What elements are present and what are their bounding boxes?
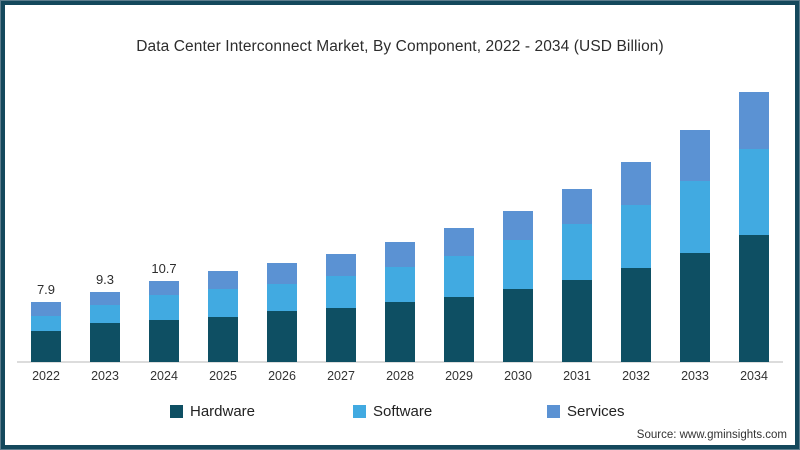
x-label-2028: 2028 — [386, 369, 414, 383]
legend: Hardware Software Services — [5, 403, 795, 423]
source-text: Source: www.gminsights.com — [636, 429, 787, 441]
segment-hardware-2025 — [208, 316, 238, 362]
x-label-2022: 2022 — [32, 369, 60, 383]
x-label-2026: 2026 — [268, 369, 296, 383]
x-label-2031: 2031 — [563, 369, 591, 383]
segment-services-2026 — [267, 262, 297, 284]
segment-services-2028 — [385, 242, 415, 267]
chart-title: Data Center Interconnect Market, By Comp… — [136, 38, 664, 55]
hardware-swatch-icon — [170, 405, 183, 418]
segment-services-2029 — [444, 228, 474, 256]
segment-services-2032 — [621, 162, 651, 205]
x-label-2032: 2032 — [622, 369, 650, 383]
segment-software-2027 — [326, 276, 356, 309]
segment-hardware-2034 — [739, 234, 769, 362]
legend-label-software: Software — [373, 403, 433, 420]
legend-label-services: Services — [567, 403, 625, 420]
segment-software-2034 — [739, 148, 769, 235]
x-label-2027: 2027 — [327, 369, 355, 383]
segment-hardware-2027 — [326, 308, 356, 362]
segment-software-2030 — [503, 240, 533, 290]
segment-services-2024 — [149, 281, 179, 296]
segment-hardware-2023 — [90, 323, 120, 362]
segment-hardware-2032 — [621, 268, 651, 362]
segment-software-2031 — [562, 224, 592, 281]
segment-services-2031 — [562, 189, 592, 225]
x-label-2030: 2030 — [504, 369, 532, 383]
segment-hardware-2031 — [562, 280, 592, 362]
segment-software-2022 — [31, 315, 61, 331]
segment-services-2027 — [326, 253, 356, 277]
segment-software-2024 — [149, 295, 179, 320]
software-swatch-icon — [353, 405, 366, 418]
x-label-2023: 2023 — [91, 369, 119, 383]
total-label-2024: 10.7 — [151, 261, 177, 276]
total-label-2022: 7.9 — [36, 282, 56, 297]
x-label-2025: 2025 — [209, 369, 237, 383]
plot-area: 7.9 2022 9.3 2023 10.7 2024 2025 2026 2027 2028 20… — [5, 5, 795, 445]
bar-2031 — [562, 189, 592, 362]
segment-hardware-2028 — [385, 302, 415, 362]
legend-label-hardware: Hardware — [190, 403, 256, 420]
x-label-2024: 2024 — [150, 369, 178, 383]
bar-2026 — [267, 262, 297, 362]
segment-services-2033 — [680, 130, 710, 182]
bar-2028 — [385, 242, 415, 362]
segment-software-2032 — [621, 204, 651, 269]
legend-item-hardware: Hardware — [170, 403, 255, 420]
segment-services-2030 — [503, 211, 533, 241]
x-label-2034: 2034 — [740, 369, 768, 383]
segment-software-2025 — [208, 288, 238, 317]
bar-2030 — [503, 211, 533, 362]
x-label-2033: 2033 — [681, 369, 709, 383]
bar-2025 — [208, 271, 238, 362]
bar-2029 — [444, 228, 474, 362]
total-label-2023: 9.3 — [95, 272, 115, 287]
segment-software-2026 — [267, 284, 297, 312]
bar-2033 — [680, 130, 710, 362]
segment-software-2023 — [90, 305, 120, 324]
segment-software-2029 — [444, 256, 474, 297]
bar-2024 — [149, 281, 179, 362]
x-label-2029: 2029 — [445, 369, 473, 383]
segment-software-2033 — [680, 181, 710, 253]
segment-hardware-2033 — [680, 252, 710, 362]
segment-hardware-2030 — [503, 289, 533, 362]
services-swatch-icon — [547, 405, 560, 418]
segment-hardware-2022 — [31, 330, 61, 362]
segment-hardware-2024 — [149, 319, 179, 362]
bar-2032 — [621, 162, 651, 362]
bar-2034 — [739, 91, 769, 362]
bar-2027 — [326, 253, 356, 362]
segment-services-2022 — [31, 302, 61, 316]
legend-item-services: Services — [547, 403, 625, 420]
segment-hardware-2029 — [444, 296, 474, 362]
segment-hardware-2026 — [267, 311, 297, 362]
segment-services-2034 — [739, 91, 769, 149]
x-axis-line — [17, 361, 783, 363]
bar-2023 — [90, 291, 120, 362]
legend-item-software: Software — [353, 403, 432, 420]
segment-services-2023 — [90, 291, 120, 306]
segment-services-2025 — [208, 271, 238, 289]
bar-2022 — [31, 302, 61, 362]
segment-software-2028 — [385, 266, 415, 303]
